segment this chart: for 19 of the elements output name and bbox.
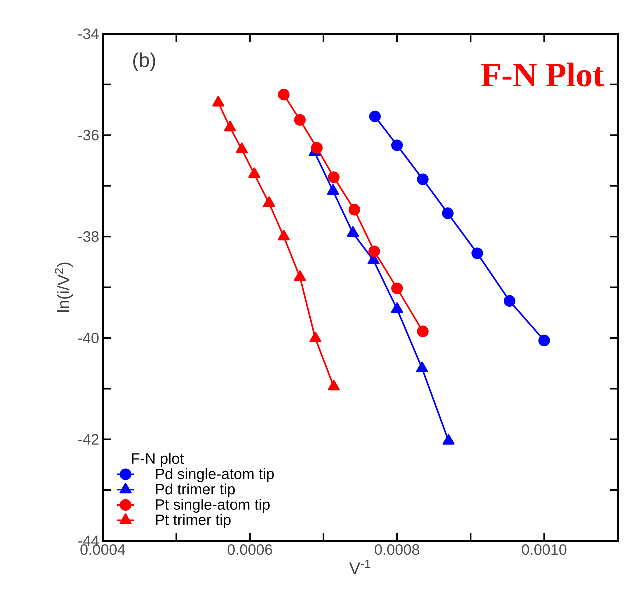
y-tick-label: -36 [78,130,99,141]
y-axis-title: ln(i/V$^{2}$) [55,262,74,312]
x-tick-label: 0.0008 [375,544,420,556]
text: F-N Plot [482,62,604,87]
legend-label: Pd trimer tip [156,484,236,498]
x-tick-label: 0.0004 [80,544,126,556]
y-tick-label: -38 [78,232,99,242]
legend-label: Pt trimer tip [156,514,231,528]
legend-label: Pd single-atom tip [156,468,274,482]
y-tick-label: -42 [78,434,99,445]
y-tick-label: -34 [78,28,100,40]
y-tick-label: -40 [78,332,99,344]
legend-title: F-N plot [132,453,184,468]
y-tick-label: -44 [78,536,100,546]
x-tick-label: 0.0006 [228,544,272,556]
legend-label: Pt single-atom tip [156,499,270,513]
x-axis-title: V$^{-1}$ [349,560,371,574]
x-tick-label: 0.0010 [522,544,567,556]
annotation: (b) [134,52,156,72]
